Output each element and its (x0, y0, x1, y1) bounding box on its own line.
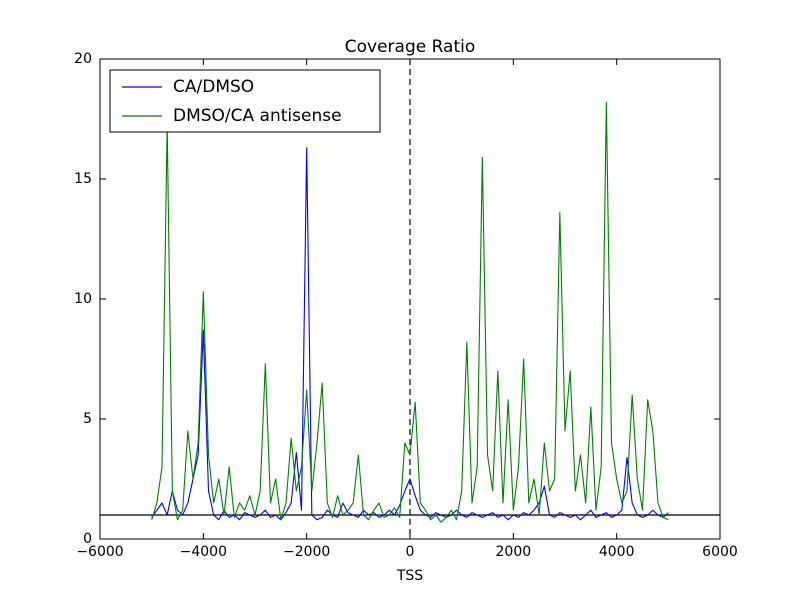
legend-box (109, 69, 381, 133)
x-axis-label: TSS (396, 568, 423, 584)
x-tick-label: −6000 (76, 544, 123, 560)
chart-title: Coverage Ratio (345, 37, 476, 57)
x-tick-label: 4000 (599, 544, 635, 560)
x-tick-label: 2000 (496, 544, 532, 560)
x-tick-label: −2000 (283, 544, 330, 560)
x-tick-label: −4000 (180, 544, 227, 560)
y-tick-label: 5 (83, 411, 92, 427)
y-tick-label: 10 (74, 291, 92, 307)
y-tick-label: 15 (74, 171, 92, 187)
x-tick-label: 0 (406, 544, 415, 560)
x-tick-label: 6000 (702, 544, 738, 560)
y-tick-label: 0 (83, 531, 92, 547)
data-line (151, 101, 669, 523)
data-line (151, 147, 669, 521)
y-tick-label: 20 (74, 51, 92, 67)
legend-label: DMSO/CA antisense (173, 106, 342, 126)
legend-label: CA/DMSO (173, 77, 254, 97)
